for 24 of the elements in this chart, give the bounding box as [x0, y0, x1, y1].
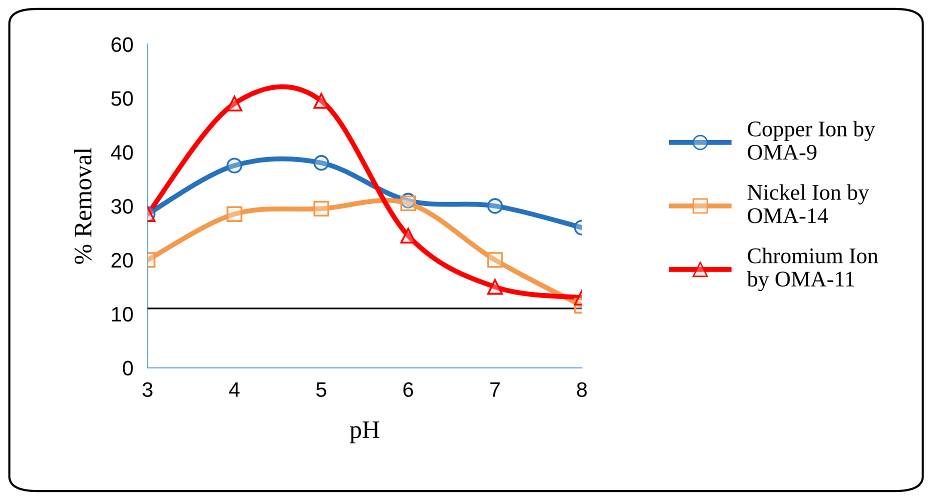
- point: [313, 200, 330, 217]
- point: [313, 155, 330, 171]
- legend-label: Nickel Ion by OMA-14: [748, 184, 870, 224]
- legend-label: Chromium Ion by OMA-11: [746, 248, 878, 292]
- x-tick-label: 7: [490, 382, 500, 397]
- y-tick-label: 60: [112, 37, 133, 52]
- y-tick-label: 30: [111, 199, 133, 214]
- y-tick-label: 20: [112, 252, 133, 268]
- x-tick-label: 8: [576, 382, 587, 397]
- point: [400, 195, 416, 212]
- x-axis-title: pH: [350, 422, 380, 444]
- y-tick-label: 0: [122, 360, 133, 376]
- x-tick-label: 3: [142, 382, 152, 397]
- y-tick-label: 50: [111, 91, 133, 106]
- point: [226, 158, 242, 174]
- point: [226, 206, 242, 222]
- point: [226, 96, 242, 112]
- legend-label: Copper Ion by OMA-9: [748, 120, 876, 160]
- y-tick-label: 10: [112, 306, 133, 322]
- x-tick-label: 5: [316, 382, 326, 397]
- y-tick-label: 40: [110, 145, 133, 160]
- y-axis-title: % Removal: [74, 148, 92, 264]
- x-tick-label: 6: [403, 382, 414, 397]
- x-tick-label: 4: [229, 382, 240, 397]
